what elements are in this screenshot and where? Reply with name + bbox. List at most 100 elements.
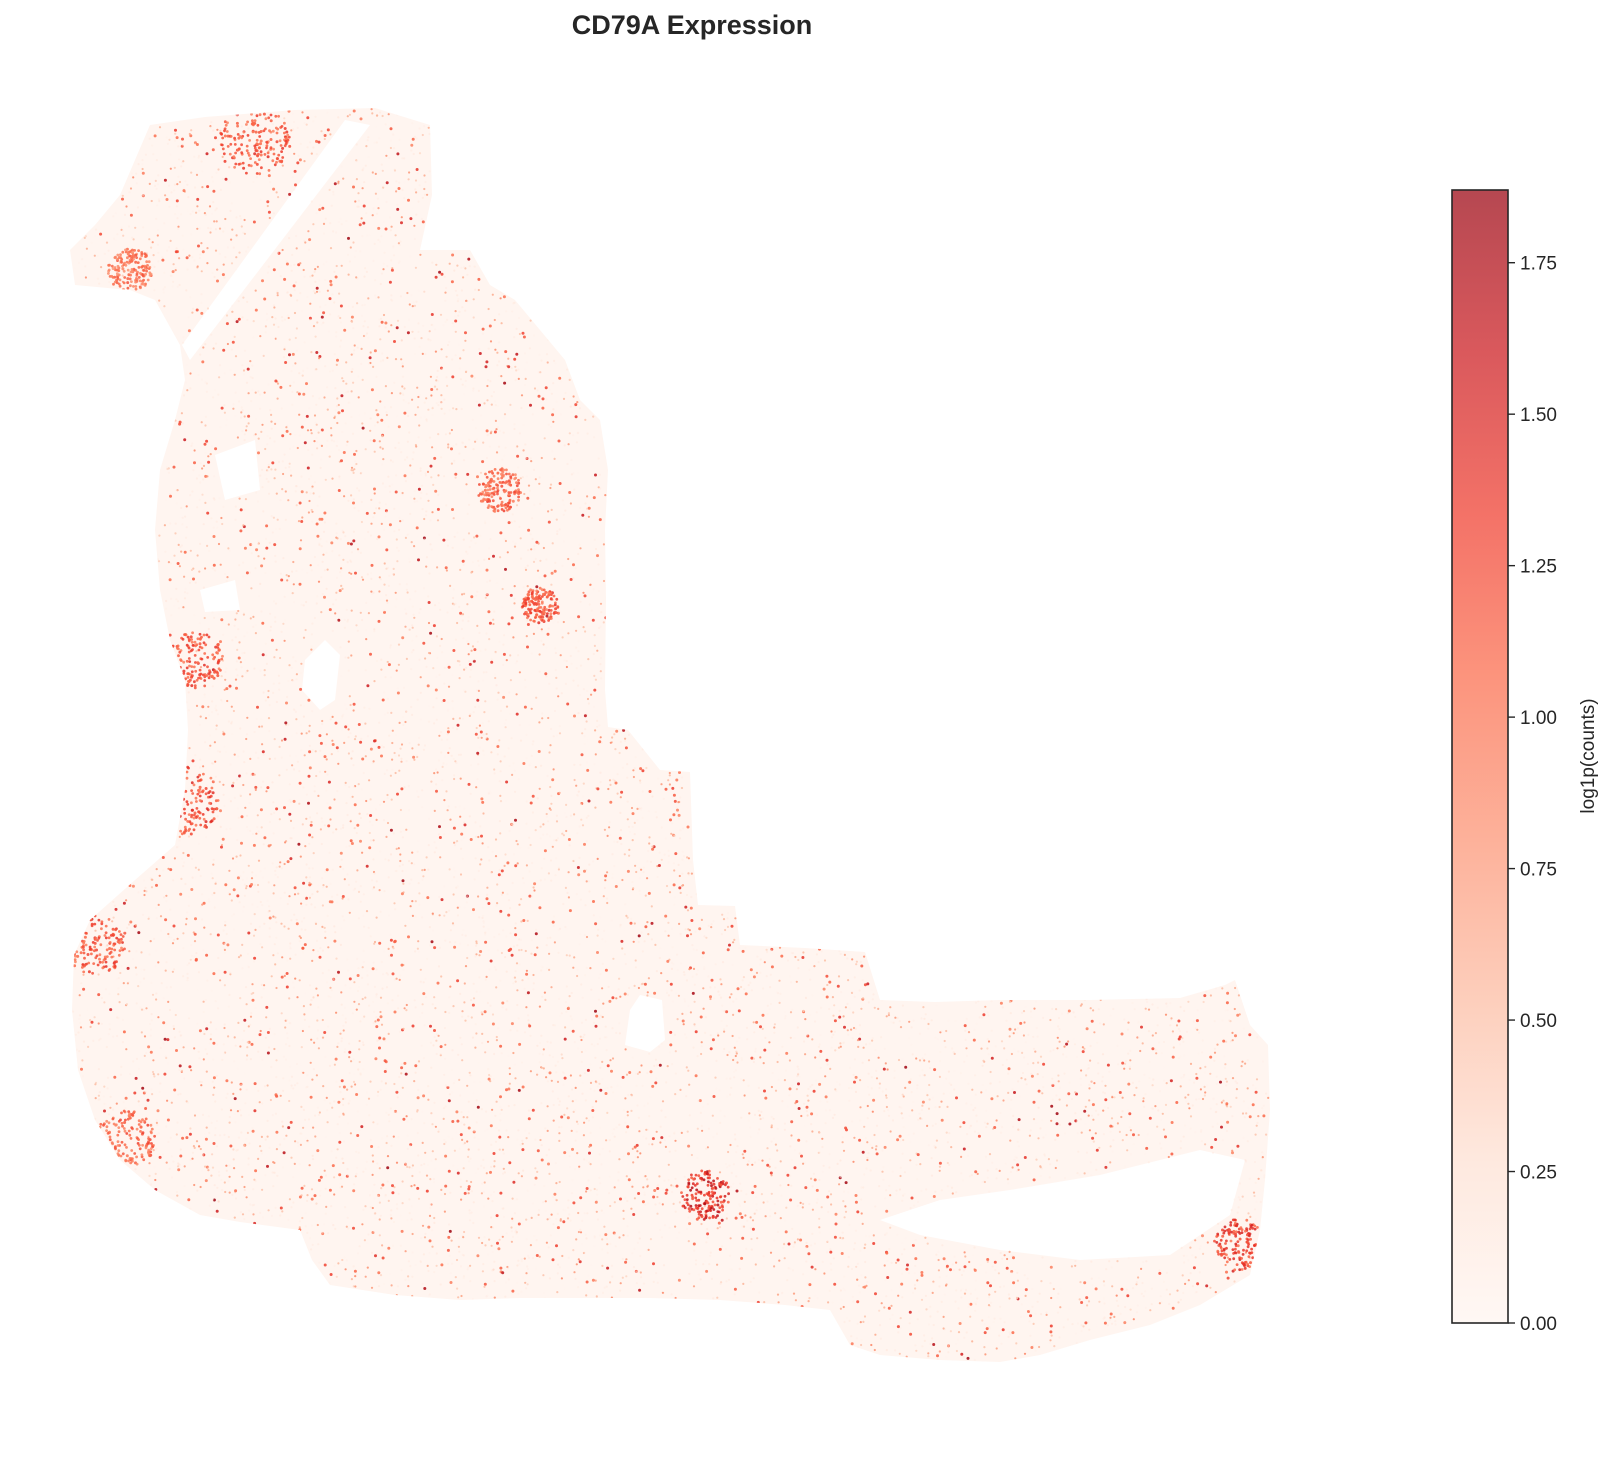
- expression-point: [866, 982, 870, 986]
- expression-point: [676, 969, 679, 972]
- expression-point: [153, 1166, 156, 1169]
- expression-point: [544, 713, 547, 716]
- expression-point: [137, 1067, 140, 1070]
- expression-point: [525, 1287, 528, 1290]
- expression-point: [673, 834, 676, 837]
- expression-point: [725, 1077, 728, 1080]
- expression-point: [500, 951, 503, 955]
- expression-point: [373, 628, 376, 631]
- expression-point: [292, 1087, 295, 1090]
- expression-point: [444, 299, 447, 302]
- expression-point: [227, 1180, 230, 1183]
- expression-point: [448, 262, 451, 265]
- expression-point: [378, 318, 381, 321]
- expression-point: [599, 1066, 602, 1069]
- expression-point: [299, 687, 303, 691]
- expression-point: [1106, 1324, 1109, 1327]
- expression-point: [403, 786, 406, 789]
- expression-point: [689, 1011, 693, 1014]
- expression-point: [202, 478, 205, 481]
- expression-point: [313, 1194, 317, 1198]
- expression-point: [518, 963, 521, 966]
- expression-point: [206, 1023, 209, 1027]
- expression-point: [914, 1238, 917, 1242]
- expression-point: [458, 1078, 461, 1081]
- expression-point: [563, 444, 566, 447]
- expression-point: [844, 1210, 848, 1213]
- expression-point: [328, 455, 331, 458]
- expression-point: [667, 1163, 670, 1166]
- expression-point: [422, 992, 426, 996]
- expression-point: [1254, 1181, 1257, 1184]
- expression-point: [356, 487, 359, 490]
- expression-point: [263, 391, 266, 394]
- expression-point: [623, 928, 626, 931]
- expression-point: [754, 1161, 757, 1164]
- expression-point: [816, 1297, 819, 1300]
- expression-point: [167, 1115, 170, 1118]
- expression-point: [781, 1045, 784, 1048]
- expression-point: [467, 1155, 470, 1158]
- expression-point: [407, 1260, 410, 1263]
- expression-point: [215, 207, 218, 210]
- expression-point: [511, 881, 514, 885]
- expression-point: [520, 920, 523, 923]
- expression-point: [341, 409, 344, 413]
- expression-point: [534, 478, 537, 481]
- expression-point: [535, 1254, 539, 1257]
- expression-point: [705, 936, 708, 939]
- expression-point: [361, 169, 364, 172]
- expression-point: [270, 770, 273, 774]
- expression-point: [490, 660, 494, 664]
- expression-point: [662, 1006, 665, 1009]
- expression-point: [223, 372, 226, 375]
- expression-point: [209, 1021, 212, 1024]
- expression-point: [467, 620, 470, 623]
- expression-point: [80, 982, 83, 985]
- expression-point: [607, 787, 610, 791]
- expression-point: [243, 415, 246, 418]
- expression-point: [738, 1036, 741, 1039]
- expression-point: [358, 569, 361, 572]
- expression-point: [491, 1013, 495, 1016]
- expression-point: [396, 792, 399, 796]
- expression-point: [376, 537, 379, 541]
- expression-point: [201, 918, 204, 921]
- expression-point: [968, 1175, 972, 1178]
- expression-point: [601, 1078, 604, 1081]
- expression-point: [563, 1287, 566, 1290]
- expression-point: [1191, 1254, 1194, 1257]
- expression-point: [399, 295, 402, 298]
- expression-point: [449, 1281, 453, 1284]
- expression-point: [646, 921, 649, 924]
- expression-point: [578, 1165, 581, 1168]
- expression-point: [136, 206, 140, 209]
- expression-point: [433, 1035, 436, 1039]
- expression-point: [194, 186, 197, 189]
- expression-point: [320, 576, 323, 579]
- expression-point: [665, 989, 668, 993]
- expression-point: [490, 1111, 493, 1114]
- expression-point: [419, 469, 422, 472]
- expression-point: [259, 1056, 262, 1059]
- expression-point: [247, 246, 250, 249]
- expression-point: [493, 1260, 496, 1263]
- expression-point: [764, 1096, 768, 1100]
- expression-point: [524, 949, 527, 953]
- expression-point: [534, 829, 537, 832]
- expression-point: [570, 991, 573, 995]
- expression-point: [224, 924, 227, 927]
- expression-point: [259, 1029, 262, 1033]
- expression-point: [393, 530, 396, 533]
- expression-point: [265, 654, 268, 657]
- expression-point: [470, 895, 473, 898]
- expression-point: [186, 963, 189, 967]
- expression-point: [518, 720, 522, 724]
- expression-point: [417, 330, 420, 333]
- expression-point: [219, 426, 222, 429]
- expression-point: [359, 885, 362, 888]
- expression-point: [647, 849, 650, 853]
- expression-point: [805, 1245, 809, 1248]
- expression-point: [519, 1137, 522, 1140]
- expression-point: [1196, 1282, 1200, 1286]
